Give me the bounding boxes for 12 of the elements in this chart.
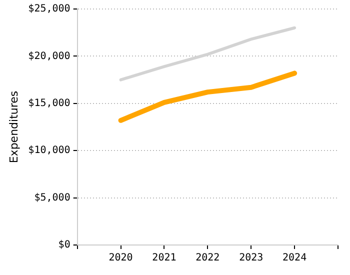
y-axis-title: Expenditures [7,90,20,164]
y-tick-label: $5,000 [34,192,70,204]
x-tick-label: 2023 [239,252,264,264]
x-tick-label: 2022 [196,252,220,264]
y-tick-label: $10,000 [28,145,70,156]
y-tick-label: $15,000 [28,98,70,109]
y-tick-label: $25,000 [28,4,70,15]
x-tick-label: 2020 [108,252,133,264]
y-tick-label: $20,000 [28,50,70,62]
y-tick-label: $0 [58,240,70,251]
x-tick-label: 2021 [152,252,176,264]
x-tick-label: 2024 [282,252,307,264]
